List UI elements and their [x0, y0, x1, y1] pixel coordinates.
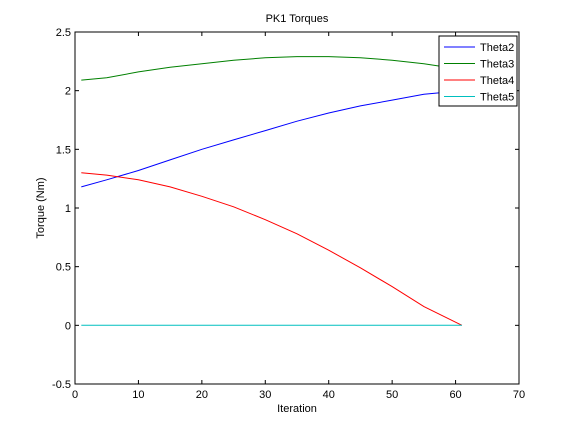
- y-tick-label: 0: [65, 320, 71, 332]
- series-line-theta4: [81, 172, 463, 326]
- x-axis-label: Iteration: [277, 403, 317, 415]
- legend-box: [438, 35, 518, 107]
- x-tick-label: 40: [323, 389, 335, 401]
- chart-title: PK1 Torques: [266, 13, 329, 25]
- x-tick-label: 10: [132, 389, 144, 401]
- legend-label-theta2: Theta2: [480, 42, 514, 54]
- legend-label-theta3: Theta3: [480, 59, 514, 71]
- x-tick-label: 70: [513, 389, 525, 401]
- y-tick-label: 0.5: [56, 262, 71, 274]
- y-axis-label: Torque (Nm): [35, 177, 47, 238]
- y-tick-label: 2.5: [56, 27, 71, 39]
- x-tick-label: 0: [72, 389, 78, 401]
- legend-label-theta5: Theta5: [480, 92, 514, 104]
- series-line-theta2: [81, 90, 462, 188]
- x-tick-label: 50: [386, 389, 398, 401]
- y-tick-label: 2: [65, 86, 71, 98]
- series-line-theta3: [81, 56, 462, 81]
- x-tick-label: 60: [449, 389, 461, 401]
- legend: Theta2 Theta3 Theta4 Theta5: [438, 35, 518, 107]
- x-tick-label: 30: [259, 389, 271, 401]
- y-tick-label: 1: [65, 203, 71, 215]
- x-tick-label: 20: [196, 389, 208, 401]
- legend-label-theta4: Theta4: [480, 75, 514, 87]
- y-tick-label: 1.5: [56, 144, 71, 156]
- y-tick-label: -0.5: [52, 379, 71, 391]
